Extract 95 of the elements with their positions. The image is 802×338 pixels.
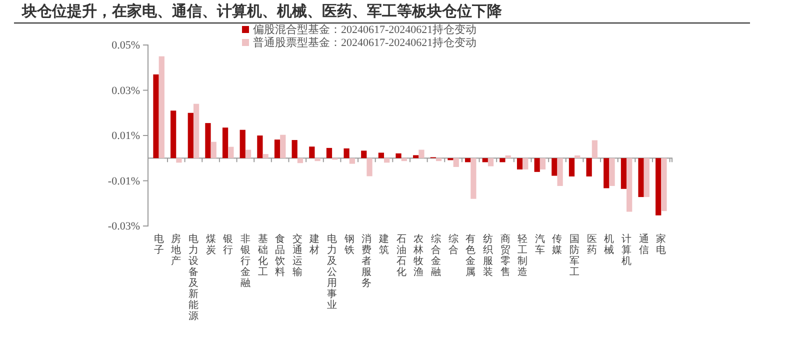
bar <box>644 158 650 198</box>
bar <box>568 158 575 176</box>
bar <box>193 104 200 158</box>
bar <box>534 158 540 172</box>
bar <box>176 158 182 163</box>
bar <box>436 158 442 162</box>
bar <box>344 148 350 158</box>
bar <box>540 158 546 170</box>
chart-title: 块仓位提升，在家电、通信、计算机、机械、医药、军工等板块仓位下降 <box>21 2 503 20</box>
x-tick-label: 基础化工 <box>256 233 268 278</box>
legend-label: 偏股混合型基金：20240617-20240621持仓变动 <box>253 23 477 36</box>
bar <box>205 123 211 158</box>
bar <box>401 158 407 162</box>
x-tick-label: 商贸零售 <box>500 233 510 278</box>
x-tick-label: 电力及公用事业 <box>327 233 338 311</box>
bar <box>240 130 246 158</box>
y-tick-label: -0.01% <box>108 175 140 188</box>
bar <box>366 158 372 176</box>
bar <box>516 158 523 170</box>
bar <box>245 150 252 158</box>
bar <box>574 155 580 158</box>
bar <box>228 146 234 158</box>
bar <box>609 158 615 186</box>
bar <box>604 158 610 188</box>
bar <box>326 148 332 158</box>
bar <box>552 158 558 176</box>
bar <box>413 155 419 158</box>
bar <box>465 158 471 162</box>
x-tick-label: 建材 <box>308 233 320 256</box>
bar <box>586 158 592 176</box>
bar <box>314 158 320 162</box>
bar <box>500 158 506 162</box>
bar <box>274 140 280 158</box>
bar <box>153 74 159 158</box>
x-tick-label: 计算机 <box>622 233 632 267</box>
x-tick-label: 建筑 <box>378 233 390 256</box>
x-tick-label: 机械 <box>604 233 614 256</box>
bar <box>222 128 228 158</box>
bar <box>470 158 476 199</box>
x-tick-label: 轻工制造 <box>518 233 528 278</box>
bar <box>557 158 563 186</box>
bar <box>384 158 390 163</box>
x-tick-label: 国防军工 <box>570 234 580 278</box>
bar <box>262 154 268 158</box>
bar <box>626 158 632 212</box>
x-tick-label: 电子 <box>154 233 164 256</box>
x-tick-label: 通信 <box>638 233 649 256</box>
bar <box>280 134 286 158</box>
x-tick-label: 石油石化 <box>396 234 406 278</box>
x-tick-label: 有色金属 <box>466 233 476 278</box>
bar <box>349 158 355 164</box>
x-tick-label: 电力设备及新能源 <box>188 233 198 322</box>
bar <box>361 150 367 158</box>
bar <box>297 158 304 164</box>
bar <box>638 158 644 198</box>
x-tick-label: 传媒 <box>552 234 562 256</box>
bar <box>620 158 627 189</box>
bar <box>170 110 176 158</box>
bar <box>210 142 216 158</box>
y-tick-label: -0.03% <box>108 220 140 233</box>
bar <box>418 150 424 158</box>
y-tick-label: 0.01% <box>112 130 140 142</box>
bar <box>188 112 194 158</box>
x-tick-label: 农林牧渔 <box>412 234 424 278</box>
bar <box>482 158 488 162</box>
bar <box>309 146 315 158</box>
x-tick-label: 综合金融 <box>430 233 441 278</box>
y-tick-label: 0.05% <box>112 40 140 52</box>
y-tick-label: 0.03% <box>112 84 140 97</box>
x-tick-label: 食品饮料 <box>274 233 286 278</box>
bar <box>656 158 662 216</box>
legend-label: 普通股票型基金：20240617-20240621持仓变动 <box>253 36 477 49</box>
bar <box>158 56 164 158</box>
bar <box>396 153 402 158</box>
x-tick-label: 汽车 <box>534 233 545 256</box>
x-tick-label: 医药 <box>586 234 597 256</box>
bar <box>522 158 528 170</box>
bar <box>257 136 263 158</box>
x-tick-label: 家电 <box>656 233 666 256</box>
x-tick-label: 交通运输 <box>292 233 302 278</box>
x-tick-label: 煤炭 <box>206 233 216 256</box>
bar <box>505 155 511 158</box>
x-tick-label: 纺织服装 <box>482 233 493 278</box>
x-tick-label: 非银行金融 <box>239 233 250 289</box>
x-tick-label: 房地产 <box>170 233 182 267</box>
bar <box>292 140 298 158</box>
bar <box>488 158 494 166</box>
bar <box>453 158 459 167</box>
x-tick-label: 钢铁 <box>343 234 354 256</box>
x-tick-label: 综合 <box>448 233 458 256</box>
bar <box>592 140 598 158</box>
x-tick-label: 消费者服务 <box>362 233 372 289</box>
x-tick-label: 银行 <box>222 234 234 256</box>
bar <box>378 152 384 158</box>
bar <box>661 158 667 212</box>
